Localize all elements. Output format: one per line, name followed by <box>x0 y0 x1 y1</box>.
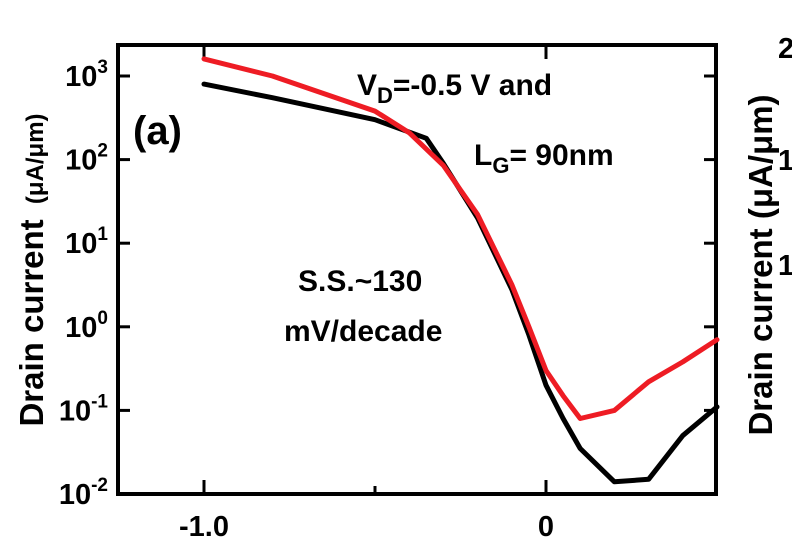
right-panel-tick-1a: 1 <box>778 145 792 177</box>
lg-annotation: LG= 90nm <box>474 139 614 178</box>
ss-annotation-line2: mV/decade <box>284 315 442 348</box>
y-tick-exponent: -2 <box>91 475 108 496</box>
right-panel-y-axis-title: Drain current (μA/μm) <box>742 94 779 435</box>
y-axis-title-unit: (μA/μm) <box>22 113 49 204</box>
y-tick-base: 10 <box>65 61 97 93</box>
series-line-0 <box>201 81 720 485</box>
plot-frame <box>116 43 718 496</box>
panel-label: (a) <box>133 109 182 153</box>
vd-prefix: V <box>357 69 377 102</box>
vd-annotation: VD=-0.5 V and <box>357 69 552 108</box>
right-panel-tick-1b: 1 <box>778 250 792 282</box>
vd-rest: =-0.5 V and <box>393 69 552 102</box>
series-layer <box>201 56 720 485</box>
y-tick-label: 100 <box>65 308 108 344</box>
y-tick-base: 10 <box>59 395 91 427</box>
y-axis-title-main: Drain current <box>13 219 50 426</box>
vd-subscript: D <box>377 83 393 108</box>
y-tick-exponent: 3 <box>97 57 108 78</box>
y-tick-label: 10-2 <box>59 475 108 511</box>
y-tick-base: 10 <box>65 228 97 260</box>
y-tick-exponent: 1 <box>97 224 108 245</box>
y-tick-exponent: 0 <box>97 308 108 329</box>
lg-prefix: L <box>474 139 492 172</box>
x-tick-label: -1.0 <box>179 511 229 542</box>
y-axis-title: Drain current (μA/μm) <box>13 113 50 426</box>
y-tick-label: 103 <box>65 57 108 93</box>
series-line-1 <box>201 56 720 421</box>
y-tick-base: 10 <box>59 479 91 511</box>
ss-annotation-line1: S.S.~130 <box>298 265 422 298</box>
lg-rest: = 90nm <box>509 139 613 172</box>
y-tick-base: 10 <box>65 145 97 177</box>
right-panel-tick-2: 2 <box>778 33 792 65</box>
y-tick-label: 101 <box>65 224 108 260</box>
y-tick-base: 10 <box>65 312 97 344</box>
lg-subscript: G <box>492 153 509 178</box>
x-tick-label: 0 <box>538 511 554 542</box>
y-tick-label: 10-1 <box>59 391 109 427</box>
y-tick-exponent: -1 <box>91 391 108 412</box>
y-tick-exponent: 2 <box>97 141 108 162</box>
y-tick-label: 102 <box>65 141 108 177</box>
